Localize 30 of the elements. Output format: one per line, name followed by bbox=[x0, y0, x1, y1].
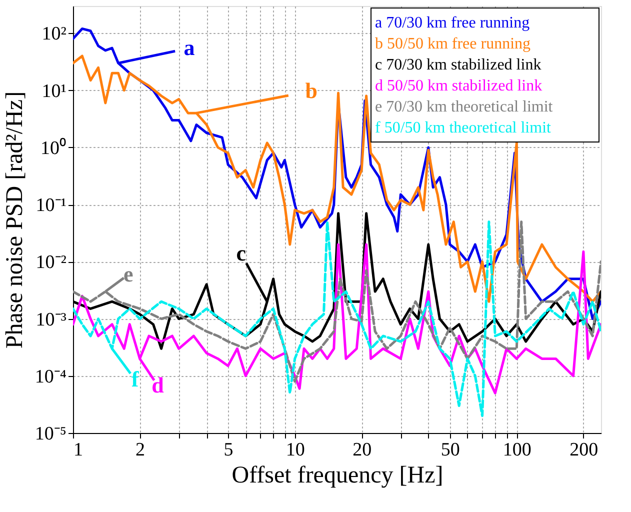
x-axis-title: Offset frequency [Hz] bbox=[232, 462, 444, 488]
y-tick-label: 10⁻⁴ bbox=[34, 366, 67, 388]
annotation: e bbox=[124, 262, 134, 287]
y-tick-label: 10⁻⁵ bbox=[34, 424, 66, 444]
y-tick-label: 10¹ bbox=[42, 80, 67, 102]
text: d 50/50 km stabilized link bbox=[375, 78, 542, 94]
y-tick-label: 10² bbox=[42, 24, 67, 45]
x-tick-label: 50 bbox=[440, 440, 460, 460]
x-tick-label: 1 bbox=[74, 440, 83, 460]
text: e 70/30 km theoretical limit bbox=[375, 98, 554, 116]
y-tick-label: 10⁰ bbox=[40, 136, 66, 159]
annotation: c bbox=[236, 240, 246, 266]
x-tick-label: 20 bbox=[352, 440, 372, 460]
x-tick-label: 200 bbox=[570, 440, 598, 460]
annotation: f bbox=[131, 366, 140, 392]
annotation: a bbox=[184, 35, 195, 60]
x-tick-label: 100 bbox=[502, 440, 532, 460]
annotation: d bbox=[152, 372, 164, 398]
annotation: b bbox=[305, 78, 318, 104]
text: a 70/30 km free running bbox=[375, 14, 530, 32]
y-tick-label: 10⁻² bbox=[36, 252, 67, 274]
y-axis-title: Phase noise PSD [rad²/Hz] bbox=[2, 91, 28, 349]
x-tick-label: 5 bbox=[224, 440, 234, 460]
text: c 70/30 km stabilized link bbox=[375, 56, 542, 74]
x-tick-label: 10 bbox=[286, 440, 305, 460]
text: f 50/50 km theoretical limit bbox=[375, 120, 552, 136]
y-tick-label: 10⁻³ bbox=[36, 309, 67, 330]
text: b 50/50 km free running bbox=[375, 36, 531, 52]
x-tick-label: 2 bbox=[136, 440, 146, 460]
y-tick-label: 10⁻¹ bbox=[36, 195, 67, 216]
